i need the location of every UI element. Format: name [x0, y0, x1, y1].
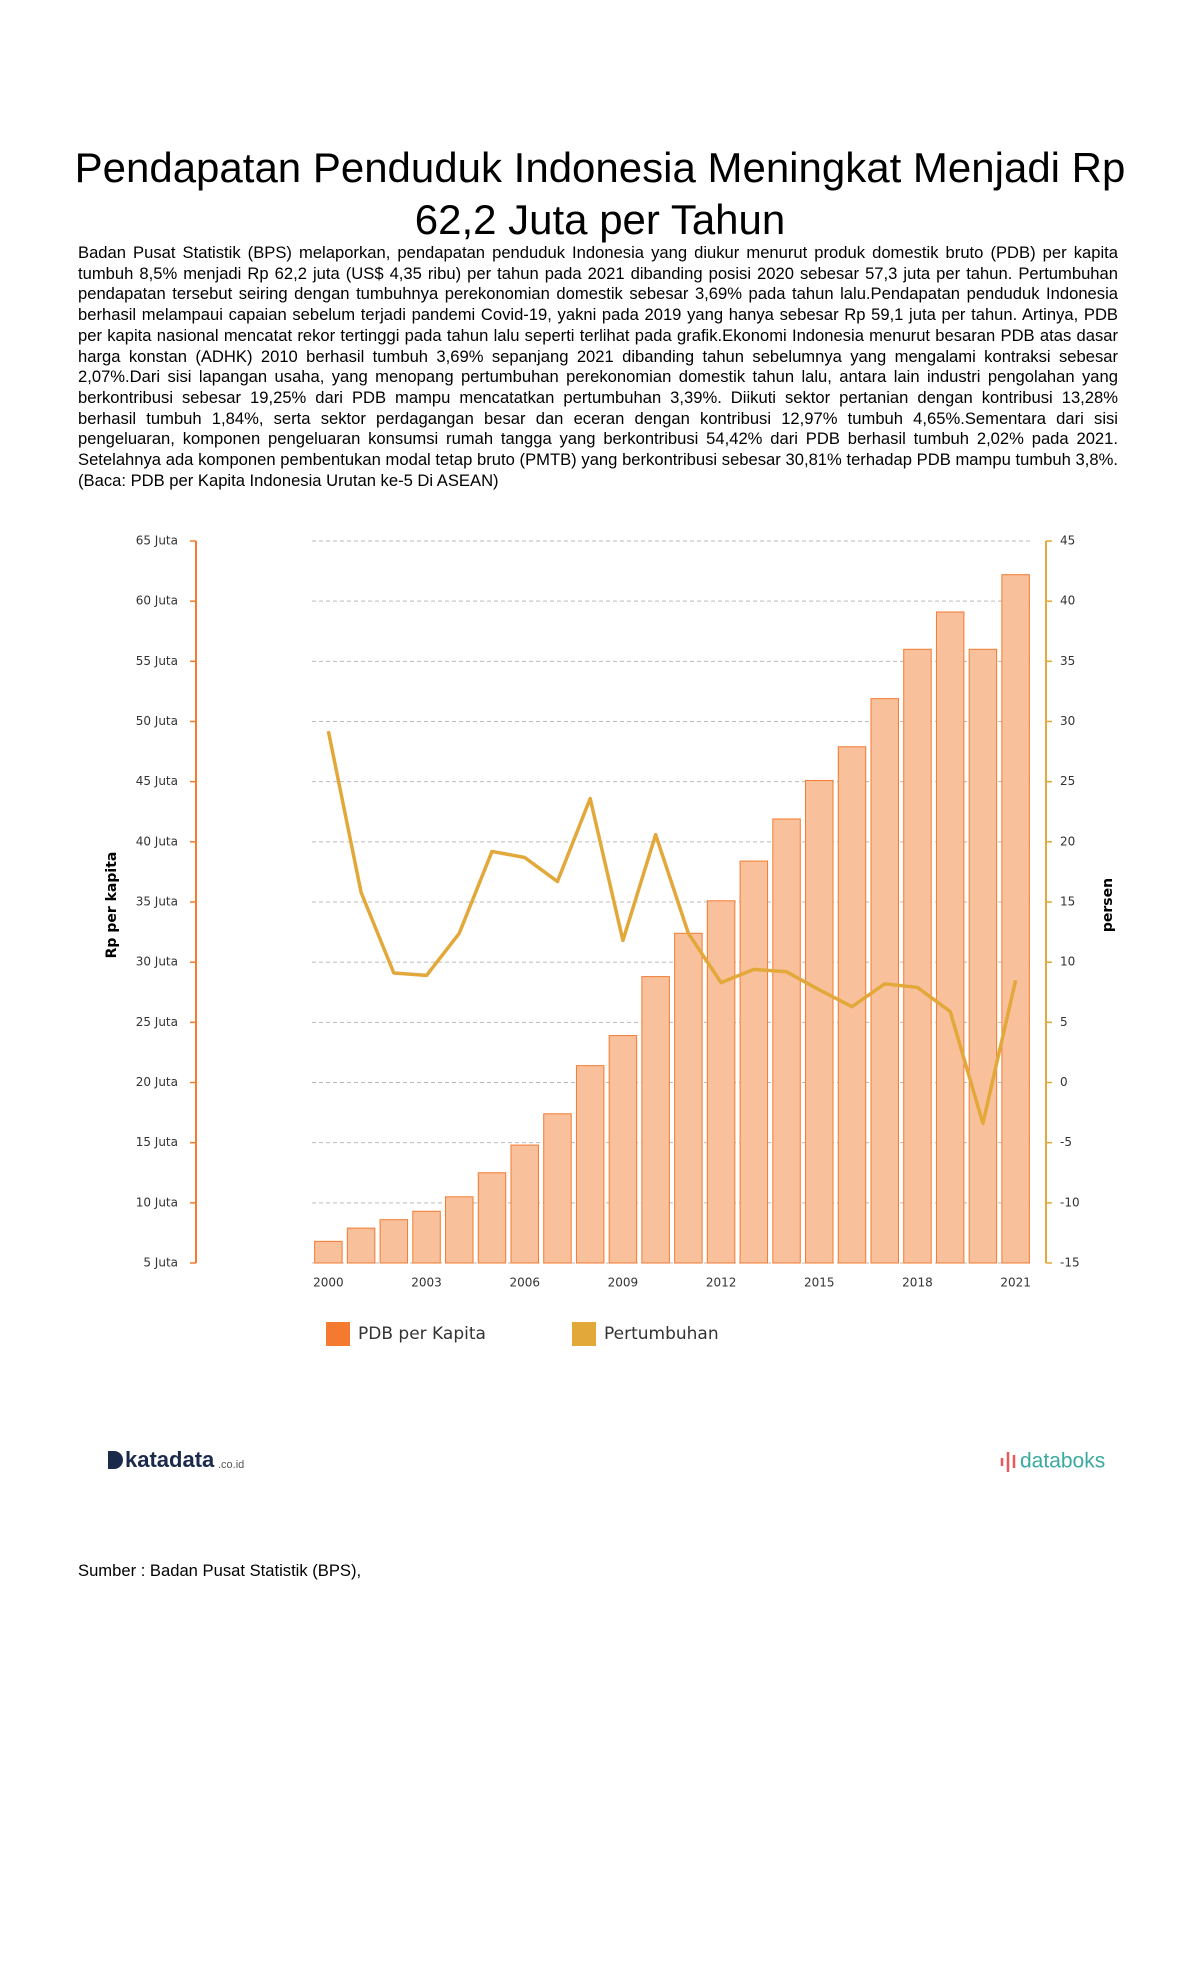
- y-tick-label: 20 Juta: [136, 1075, 178, 1089]
- y-tick-label: 10 Juta: [136, 1195, 178, 1209]
- legend-swatch: [572, 1322, 596, 1346]
- y2-tick-label: 15: [1060, 895, 1075, 909]
- bar: [314, 1240, 343, 1264]
- y2-tick-label: 30: [1060, 714, 1075, 728]
- bar: [706, 900, 736, 1264]
- bar: [346, 1227, 376, 1264]
- bar: [608, 1035, 638, 1264]
- y-tick-label: 55 Juta: [136, 654, 178, 668]
- y2-tick-label: -15: [1060, 1256, 1080, 1270]
- y-tick-label: 25 Juta: [136, 1015, 178, 1029]
- legend-swatch: [326, 1322, 350, 1346]
- bar: [805, 779, 834, 1264]
- bar: [445, 1196, 474, 1264]
- bar: [477, 1172, 507, 1264]
- y2-tick-label: 10: [1060, 955, 1075, 969]
- chart: Rp per kapita persen katadata .co.id dat…: [104, 534, 1116, 1473]
- y2-tick-label: -10: [1060, 1195, 1080, 1209]
- y-tick-label: 30 Juta: [136, 955, 178, 969]
- bar: [772, 818, 801, 1264]
- bar: [641, 976, 670, 1264]
- x-tick-label: 2015: [804, 1276, 835, 1290]
- logo-left-suffix: .co.id: [218, 1459, 244, 1471]
- y-axis-title: Rp per kapita: [104, 852, 120, 959]
- y2-tick-label: 45: [1060, 534, 1075, 548]
- x-tick-label: 2018: [902, 1276, 933, 1290]
- logo-icon: [114, 1451, 123, 1469]
- legend-label: PDB per Kapita: [358, 1324, 486, 1344]
- y-tick-label: 60 Juta: [136, 594, 178, 608]
- y2-axis-title: persen: [1100, 878, 1116, 932]
- x-tick-label: 2009: [608, 1276, 639, 1290]
- y-tick-label: 15 Juta: [136, 1135, 178, 1149]
- bar: [674, 932, 703, 1264]
- y-tick-label: 50 Juta: [136, 714, 178, 728]
- bar: [870, 698, 899, 1264]
- y2-tick-label: 40: [1060, 594, 1075, 608]
- bar: [1001, 574, 1030, 1264]
- y-tick-label: 35 Juta: [136, 895, 178, 909]
- x-tick-label: 2003: [411, 1276, 442, 1290]
- y-tick-label: 40 Juta: [136, 834, 178, 848]
- bar: [412, 1210, 441, 1264]
- line: [326, 730, 1018, 1126]
- title: Pendapatan Penduduk Indonesia Meningkat …: [74, 144, 1126, 243]
- legend-label: Pertumbuhan: [604, 1324, 719, 1344]
- y-tick-label: 5 Juta: [143, 1256, 178, 1270]
- bar: [379, 1219, 409, 1264]
- y2-tick-label: -5: [1060, 1135, 1072, 1149]
- body-text: Badan Pusat Statistik (BPS) melaporkan, …: [78, 243, 1118, 490]
- y2-tick-label: 25: [1060, 774, 1075, 788]
- bar: [575, 1065, 605, 1264]
- x-tick-label: 2012: [706, 1276, 737, 1290]
- y-tick-label: 65 Juta: [136, 534, 178, 548]
- y2-tick-label: 20: [1060, 834, 1075, 848]
- logo-databoks-icon: [1000, 1452, 1016, 1472]
- bar: [543, 1113, 572, 1264]
- bar: [903, 648, 932, 1264]
- logo-katadata: [108, 1451, 123, 1469]
- bar: [935, 611, 965, 1264]
- x-tick-label: 2000: [313, 1276, 344, 1290]
- y2-tick-label: 5: [1060, 1015, 1068, 1029]
- logo-left: katadata: [125, 1447, 215, 1472]
- x-tick-label: 2021: [1000, 1276, 1031, 1290]
- x-tick-label: 2006: [509, 1276, 540, 1290]
- bar: [968, 648, 998, 1264]
- y-tick-label: 45 Juta: [136, 774, 178, 788]
- bar: [510, 1144, 539, 1264]
- y2-tick-label: 35: [1060, 654, 1075, 668]
- bar: [739, 860, 769, 1264]
- logo-icon: [108, 1451, 114, 1469]
- source: Sumber : Badan Pusat Statistik (BPS),: [78, 1561, 362, 1580]
- y2-tick-label: 0: [1060, 1075, 1068, 1089]
- logo-right: databoks: [1020, 1450, 1105, 1473]
